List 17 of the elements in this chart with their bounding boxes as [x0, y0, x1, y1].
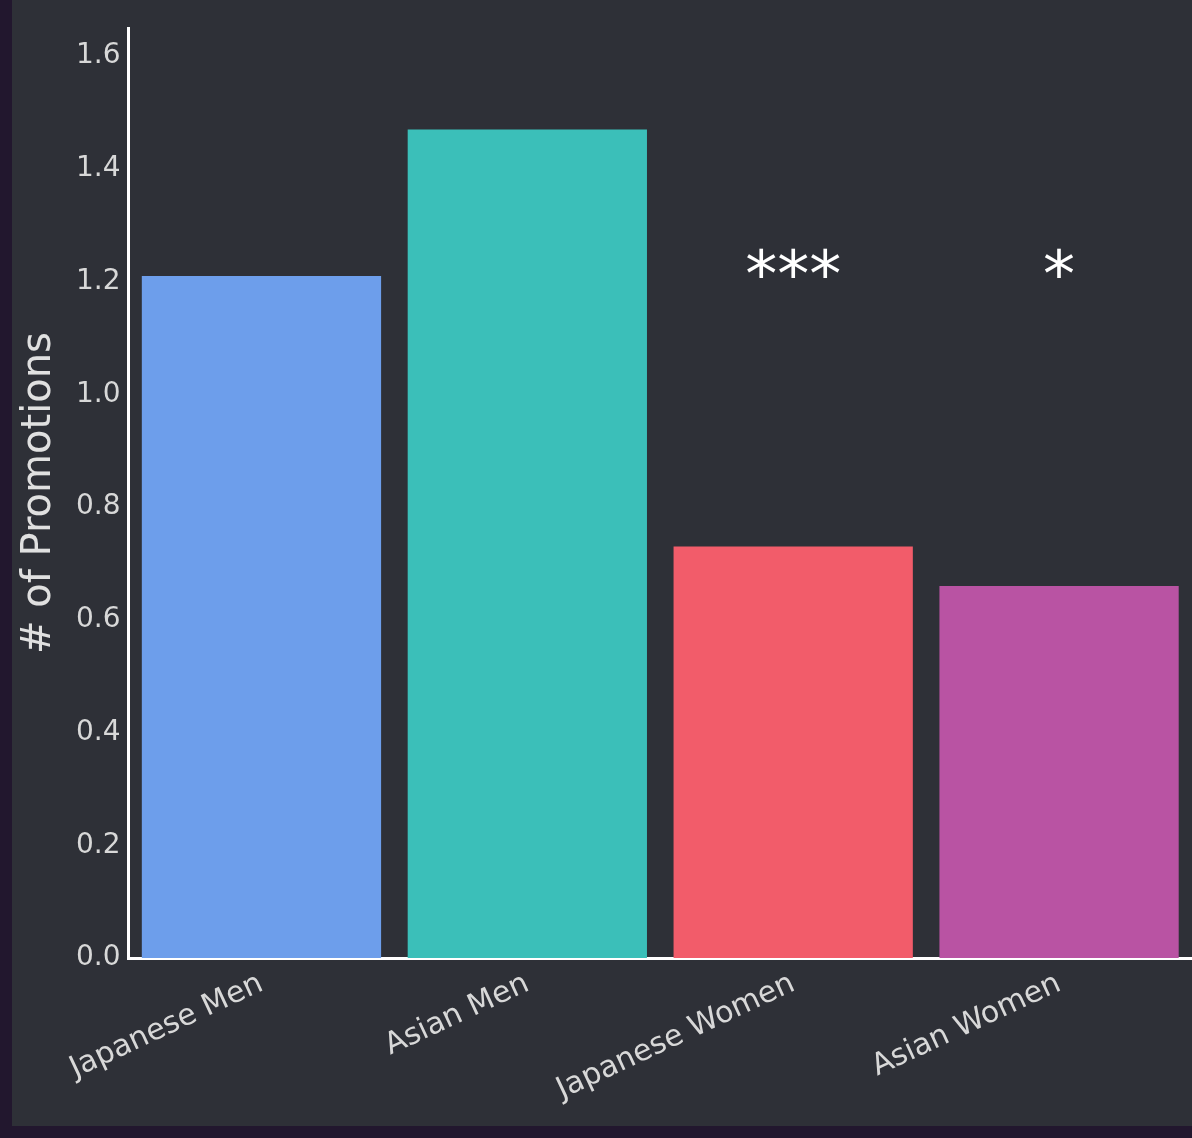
y-axis-title: # of Promotions — [13, 332, 60, 654]
bar — [141, 276, 382, 959]
y-tick-label: 1.0 — [76, 375, 121, 409]
y-tick-label: 1.4 — [76, 150, 121, 184]
y-tick-label: 0.0 — [76, 939, 121, 973]
annotation: *** — [745, 236, 842, 311]
y-tick-label: 1.6 — [76, 37, 121, 71]
y-tick-label: 0.2 — [76, 826, 121, 860]
bar — [407, 129, 647, 959]
annotation: * — [1043, 236, 1076, 311]
bar — [673, 546, 913, 959]
y-tick-label: 0.6 — [76, 601, 121, 635]
bar — [939, 586, 1179, 959]
y-tick-label: 0.8 — [76, 488, 121, 522]
x-tick-label: Asian Men — [378, 964, 534, 1062]
y-tick-label: 1.2 — [76, 262, 121, 296]
y-tick-label: 0.4 — [76, 713, 121, 747]
